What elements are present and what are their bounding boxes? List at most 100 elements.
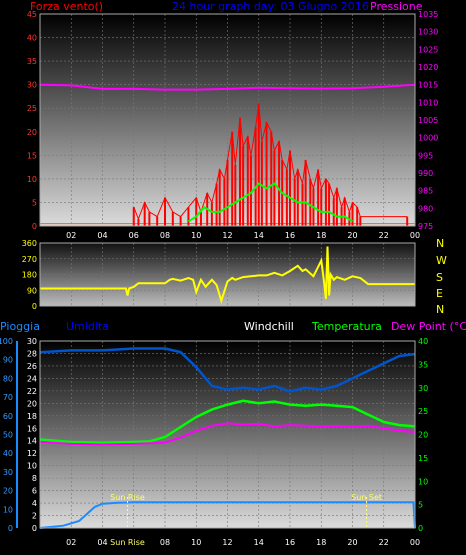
- x-tick-label: 14: [254, 538, 264, 547]
- y-tick-label: 90: [27, 286, 37, 295]
- y-tick-label: 6: [32, 487, 37, 496]
- y-tick-label: 995: [418, 151, 433, 160]
- y-tick-label: 1025: [418, 45, 438, 54]
- compass-label-e: E: [436, 287, 443, 300]
- y-tick-label: 28: [27, 349, 37, 358]
- x-tick-label: 02: [66, 538, 76, 547]
- y-tick-label: 22: [27, 387, 37, 396]
- y-tick-label: 25: [27, 104, 37, 113]
- x-tick-label: 12: [222, 231, 232, 240]
- y-tick-label: 4: [32, 499, 37, 508]
- rain-line: [39, 501, 416, 529]
- y-tick-label: 0: [32, 524, 37, 533]
- y-tick-label: 18: [27, 412, 37, 421]
- windchill-legend: Windchill: [244, 320, 294, 333]
- humidity-tick-label: 60: [3, 412, 13, 421]
- y-tick-label: 5: [32, 198, 37, 207]
- y-tick-label: 0: [418, 524, 423, 533]
- compass-label-w: W: [436, 254, 447, 267]
- compass-label-n2: N: [436, 303, 444, 316]
- y-tick-label: 1005: [418, 116, 438, 125]
- sunset-label: Sun Set: [351, 493, 382, 502]
- wind-direction-axes: 0 90 180 270 360: [22, 239, 416, 311]
- wind-direction-line: [40, 246, 415, 305]
- y-tick-label: 10: [418, 477, 428, 486]
- wind-direction-series: [40, 246, 415, 305]
- compass-labels: N W S E N: [436, 237, 447, 316]
- y-tick-label: 40: [418, 337, 428, 346]
- y-tick-label: 20: [27, 399, 37, 408]
- temp-humidity-series: [39, 347, 416, 529]
- chart-title: 24 hour graph day: 03 Giugno 2016: [172, 0, 369, 13]
- y-tick-label: 360: [22, 239, 37, 248]
- x-tick-label: 10: [191, 231, 201, 240]
- humidity-tick-label: 30: [3, 468, 13, 477]
- temp-humidity-axes: 0246810121416182022242628300102030405060…: [0, 337, 428, 547]
- plot-frame: [39, 13, 416, 227]
- x-tick-label: 00: [410, 538, 420, 547]
- humidity-tick-label: 90: [3, 356, 13, 365]
- humidity-line: [39, 347, 416, 393]
- x-tick-label: 10: [191, 538, 201, 547]
- sun-markers: Sun Rise Sun Set Sun Rise: [110, 493, 382, 547]
- humidity-tick-label: 40: [3, 449, 13, 458]
- temperature-legend: Temperatura: [311, 320, 382, 333]
- y-tick-label: 20: [27, 128, 37, 137]
- sunrise-label: Sun Rise: [110, 493, 145, 502]
- x-tick-label: 22: [379, 538, 389, 547]
- y-tick-label: 10: [27, 175, 37, 184]
- y-tick-label: 30: [418, 384, 428, 393]
- temperature-line: [39, 399, 416, 444]
- y-tick-label: 35: [27, 57, 37, 66]
- compass-label-n1: N: [436, 237, 444, 250]
- x-tick-label: 04: [97, 231, 107, 240]
- x-tick-label: 22: [379, 231, 389, 240]
- y-tick-label: 1030: [418, 28, 438, 37]
- plot-frame: [39, 340, 416, 529]
- y-tick-label: 20: [418, 431, 428, 440]
- humidity-tick-label: 20: [3, 487, 13, 496]
- y-tick-label: 1010: [418, 98, 438, 107]
- wind-axis-title: Forza vento(): [30, 0, 103, 13]
- humidity-tick-label: 50: [3, 431, 13, 440]
- y-tick-label: 1035: [418, 10, 438, 19]
- humidity-tick-label: 80: [3, 374, 13, 383]
- humidity-axis-title: Umidita: [66, 320, 109, 333]
- x-tick-label: 20: [347, 538, 357, 547]
- x-tick-label: 08: [160, 231, 170, 240]
- dewpoint-legend: Dew Point (°C): [391, 320, 466, 333]
- x-tick-label: 08: [160, 538, 170, 547]
- y-tick-label: 30: [27, 81, 37, 90]
- wind-pressure-axes: 0510152025303540459759809859909951000100…: [27, 10, 439, 240]
- compass-label-s: S: [436, 271, 443, 284]
- pressure-axis-title: Pressione: [370, 0, 423, 13]
- y-tick-label: 985: [418, 187, 433, 196]
- y-tick-label: 25: [418, 407, 428, 416]
- humidity-tick-label: 100: [0, 337, 13, 346]
- pressure-line: [39, 83, 416, 91]
- y-tick-label: 1000: [418, 134, 438, 143]
- y-tick-label: 980: [418, 204, 433, 213]
- y-tick-label: 975: [418, 222, 433, 231]
- bottom-header: Pioggia Umidita Windchill Temperatura De…: [0, 320, 466, 333]
- sunrise-label-bottom: Sun Rise: [110, 538, 145, 547]
- wind-pressure-series: [39, 83, 416, 226]
- y-tick-label: 0: [32, 302, 37, 311]
- dewpoint-line: [39, 422, 416, 446]
- x-tick-label: 16: [285, 538, 295, 547]
- y-tick-label: 5: [418, 501, 423, 510]
- y-tick-label: 1015: [418, 81, 438, 90]
- wind-speed-line: [133, 103, 408, 221]
- x-tick-label: 02: [66, 231, 76, 240]
- humidity-tick-label: 10: [3, 505, 13, 514]
- plot-frame: [39, 242, 416, 307]
- y-tick-label: 8: [32, 474, 37, 483]
- y-tick-label: 0: [32, 222, 37, 231]
- y-tick-label: 14: [27, 437, 37, 446]
- y-tick-label: 15: [27, 151, 37, 160]
- y-tick-label: 180: [22, 271, 37, 280]
- rain-axis-title: Pioggia: [0, 320, 40, 333]
- x-tick-label: 12: [222, 538, 232, 547]
